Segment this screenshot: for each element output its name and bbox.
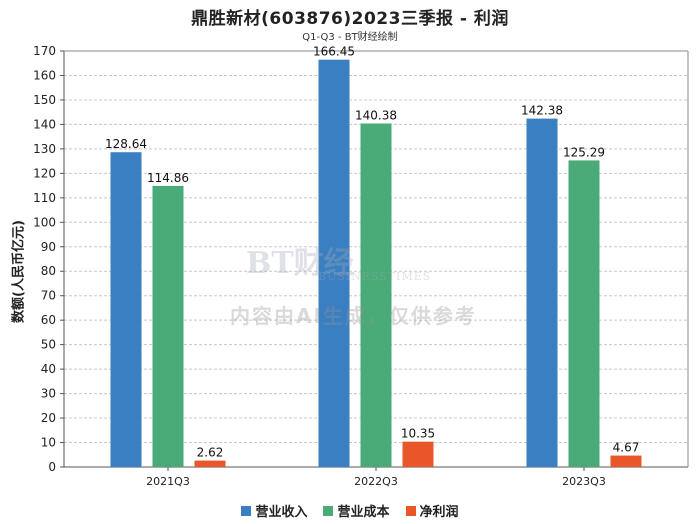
legend-item-net-profit[interactable]: 净利润: [405, 501, 459, 520]
y-tick-label: 170: [33, 44, 56, 58]
bar-2021Q3-0: [110, 152, 142, 467]
data-label: 166.45: [313, 45, 355, 59]
chart-subtitle: Q1-Q3 - BT财经绘制: [302, 32, 398, 43]
y-tick-label: 30: [41, 387, 56, 401]
y-tick-label: 130: [33, 142, 56, 156]
watermark-ai-notice: 内容由AI生成，仅供参考: [230, 304, 477, 328]
y-tick-label: 120: [33, 166, 56, 180]
bar-2022Q3-1: [360, 123, 392, 468]
legend-item-cost[interactable]: 营业成本: [323, 501, 390, 520]
y-tick-label: 100: [33, 215, 56, 229]
y-axis-label: 数额(人民币亿元): [11, 220, 27, 323]
y-tick-label: 10: [41, 436, 56, 450]
data-label: 142.38: [521, 104, 563, 118]
y-tick-label: 80: [41, 264, 56, 278]
y-tick-label: 40: [41, 362, 56, 376]
bar-2021Q3-1: [152, 185, 184, 467]
data-label: 114.86: [147, 171, 189, 185]
y-tick-label: 70: [41, 289, 56, 303]
y-tick-label: 140: [33, 117, 56, 131]
y-tick-label: 110: [33, 191, 56, 205]
data-label: 4.67: [613, 441, 640, 455]
x-tick-label: 2021Q3: [146, 475, 190, 488]
bar-2022Q3-2: [402, 441, 434, 467]
legend-item-revenue[interactable]: 营业收入: [241, 501, 307, 520]
y-tick-label: 60: [41, 313, 56, 327]
data-label: 10.35: [401, 427, 435, 441]
bar-2021Q3-2: [194, 460, 226, 467]
chart-title: 鼎胜新材(603876)2023三季报 - 利润: [191, 9, 509, 29]
legend-swatch-net-profit: [405, 505, 416, 516]
data-label: 125.29: [563, 145, 605, 159]
watermark-logo: BT财经: [246, 246, 354, 281]
bar-2022Q3-0: [318, 59, 350, 467]
y-tick-label: 90: [41, 240, 56, 254]
data-label: 2.62: [197, 446, 224, 460]
y-tick-label: 0: [48, 460, 56, 474]
data-label: 128.64: [105, 137, 147, 151]
y-tick-label: 50: [41, 338, 56, 352]
legend-label-revenue: 营业收入: [255, 505, 308, 520]
x-tick-label: 2023Q3: [562, 475, 606, 488]
legend-label-cost: 营业成本: [337, 505, 390, 520]
chart-legend: 营业收入 营业成本 净利润: [0, 501, 700, 520]
legend-label-net-profit: 净利润: [419, 505, 459, 520]
bar-2023Q3-0: [526, 118, 558, 467]
watermark-logo-sub: BUSINESSTIMES: [318, 270, 432, 283]
bar-2023Q3-1: [568, 160, 600, 467]
y-tick-label: 150: [33, 93, 56, 107]
data-label: 140.38: [355, 108, 397, 122]
x-tick-label: 2022Q3: [354, 475, 398, 488]
y-tick-label: 20: [41, 411, 56, 425]
legend-swatch-cost: [323, 505, 334, 516]
legend-swatch-revenue: [241, 505, 252, 516]
y-tick-label: 160: [33, 68, 56, 82]
bar-2023Q3-2: [610, 455, 642, 467]
